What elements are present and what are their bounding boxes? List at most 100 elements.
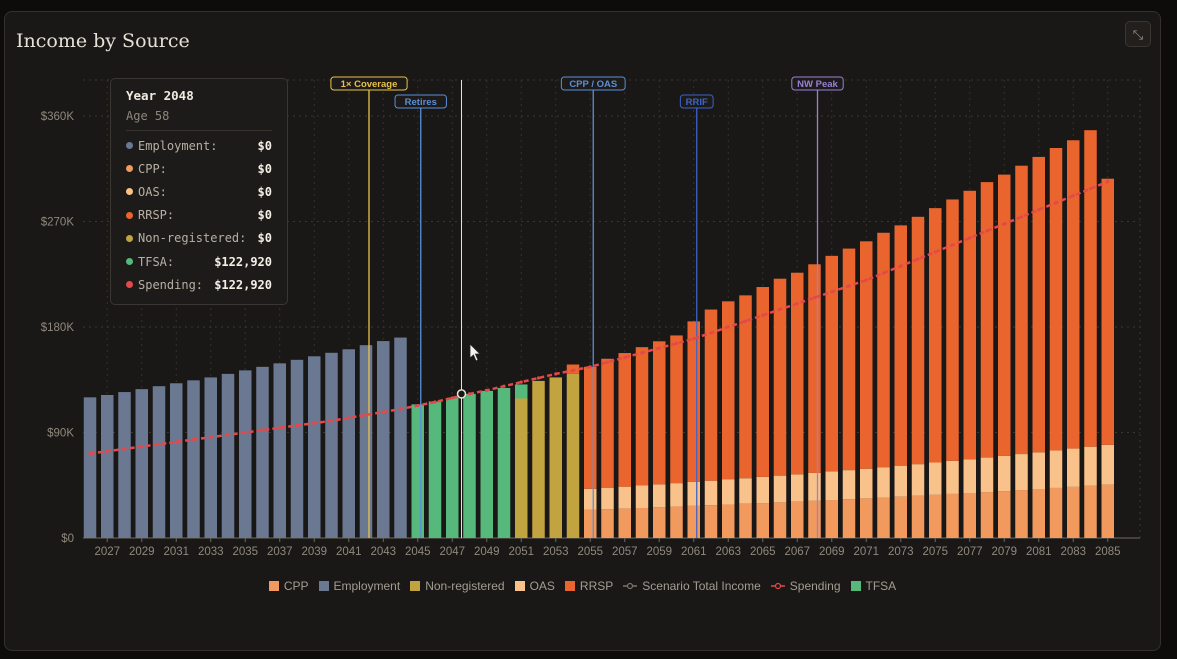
bar-employment [83,397,97,538]
bar-tfsa [515,384,528,399]
tooltip-dot-icon [126,188,133,196]
bar-oas [980,457,994,493]
spending-point [140,444,144,449]
legend-swatch-icon [850,581,861,591]
tooltip-dot-icon [126,234,133,242]
x-tick-label: 2043 [370,546,396,558]
spending-point [847,284,851,288]
x-tick-label: 2051 [508,546,534,558]
bar-rrsp [687,321,700,482]
spending-point [830,290,834,294]
x-tick-label: 2083 [1060,546,1086,558]
bar-rrsp [860,241,873,469]
bar-oas [704,480,718,506]
hover-tooltip: Year 2048 Age 58 Employment: $0 CPP: $0 OAS:… [110,78,288,305]
spending-point [571,368,575,372]
tooltip-row-value: $122,920 [214,254,272,269]
legend-item-rrsp[interactable]: RRSP [564,579,614,593]
spending-point [329,419,334,423]
tooltip-row-value: $0 [257,184,272,199]
bar-rrsp [1032,156,1045,453]
x-tick-label: 2067 [784,546,810,558]
x-tick-label: 2061 [681,546,707,558]
marker-label: CPP / OAS [569,79,617,90]
spending-point [398,407,403,411]
bar-cpp [618,508,631,538]
bar-oas [946,460,959,494]
x-tick-label: 2073 [888,546,914,558]
legend-label: RRSP [579,579,614,593]
y-tick-label: $360K [41,111,75,123]
spending-point [657,346,661,350]
legend-item-oas[interactable]: OAS [514,579,555,593]
legend-item-scenario-total-income[interactable]: Scenario Total Income [623,579,761,593]
x-tick-label: 2037 [267,546,293,558]
bar-oas [722,479,735,505]
tooltip-dot-icon [126,211,133,219]
y-tick-label: $270K [41,217,75,229]
legend-item-cpp[interactable]: CPP [268,579,309,593]
bar-oas [825,471,838,501]
x-tick-label: 2057 [612,546,638,558]
spending-point [554,372,558,376]
x-tick-label: 2053 [543,546,569,558]
expand-icon[interactable]: ⤡ [1125,21,1151,47]
spending-point [381,410,385,414]
legend-label: Spending [789,579,841,593]
x-tick-label: 2029 [129,546,155,558]
bar-employment [170,383,183,538]
spending-point [157,442,161,446]
bar-cpp [670,506,683,538]
spending-point [122,447,127,451]
x-tick-label: 2079 [991,546,1017,558]
bar-rrsp [670,335,683,484]
bar-cpp [704,505,718,538]
spending-point [588,365,592,369]
bar-oas [584,488,597,510]
spending-point [519,380,523,384]
bar-oas [653,484,666,508]
chart-title: Income by Source [16,30,190,52]
bar-cpp [1101,484,1114,538]
marker-tag [560,76,626,91]
bar-cpp [1084,485,1097,538]
x-tick-label: 2047 [439,546,465,558]
spending-point [433,400,437,404]
marker-tag [394,94,447,109]
spending-point [364,413,368,417]
spending-point [640,351,644,355]
bar-oas [791,474,804,502]
spending-point [278,426,282,430]
bar-employment [101,394,114,538]
legend-label: Employment [333,579,401,593]
legend-label: TFSA [865,579,897,593]
x-tick-label: 2041 [336,546,362,558]
legend-item-tfsa[interactable]: TFSA [850,579,897,593]
bar-oas [1049,450,1063,488]
bar-oas [911,464,925,496]
bar-non-registered [549,377,562,538]
spending-point [761,313,765,317]
spending-point [899,264,903,268]
bar-oas [1015,454,1028,491]
bar-employment [152,386,166,538]
legend-item-non-registered[interactable]: Non-registered [410,579,505,593]
tooltip-row-label: Spending: [138,277,204,292]
x-tick-label: 2075 [922,546,948,558]
bar-rrsp [773,278,787,476]
legend-item-employment[interactable]: Employment [318,579,401,593]
legend-label: Non-registered [425,579,505,593]
legend-item-spending[interactable]: Spending [770,579,841,593]
bar-oas [687,481,700,506]
x-tick-label: 2077 [957,546,983,558]
x-tick-label: 2065 [750,546,776,558]
bar-cpp [808,500,821,538]
bar-rrsp [601,358,614,488]
x-tick-label: 2063 [715,546,741,558]
tooltip-row: RRSP: $0 [126,204,272,227]
bar-oas [963,459,976,493]
bar-cpp [946,493,959,538]
bar-cpp [653,507,666,538]
bar-cpp [825,500,838,538]
